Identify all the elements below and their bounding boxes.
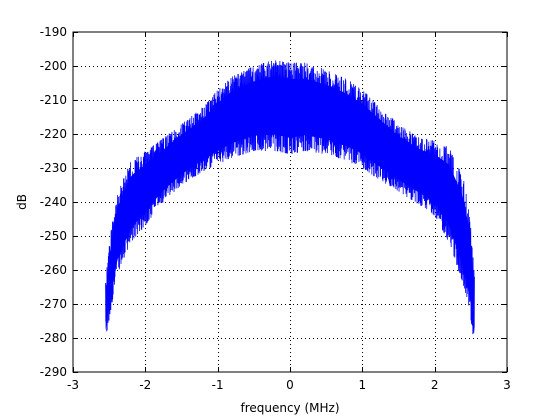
y-tick-label: -200: [40, 59, 67, 73]
y-tick-label: -220: [40, 127, 67, 141]
x-tick-label: 2: [431, 378, 439, 392]
y-axis-label: dB: [15, 194, 29, 210]
x-tick-label: -1: [212, 378, 224, 392]
x-tick-labels: -3 -2 -1 0 1 2 3: [67, 378, 511, 392]
y-tick-label: -260: [40, 263, 67, 277]
x-tick-label: 1: [359, 378, 367, 392]
y-tick-label: -240: [40, 195, 67, 209]
tick-marks: [73, 32, 508, 373]
x-tick-label: 0: [286, 378, 294, 392]
x-tick-label: 3: [503, 378, 511, 392]
y-tick-label: -230: [40, 161, 67, 175]
series-trace: [105, 60, 475, 335]
y-tick-label: -290: [40, 365, 67, 379]
y-tick-label: -190: [40, 25, 67, 39]
y-tick-labels: -190 -200 -210 -220 -230 -240 -250 -260 -270 -280…: [40, 25, 67, 379]
x-tick-label: -2: [139, 378, 151, 392]
x-axis-label: frequency (MHz): [240, 401, 339, 415]
series-layer: [105, 60, 475, 335]
y-tick-label: -270: [40, 297, 67, 311]
x-tick-label: -3: [67, 378, 79, 392]
y-tick-label: -280: [40, 331, 67, 345]
y-tick-label: -210: [40, 93, 67, 107]
y-tick-label: -250: [40, 229, 67, 243]
